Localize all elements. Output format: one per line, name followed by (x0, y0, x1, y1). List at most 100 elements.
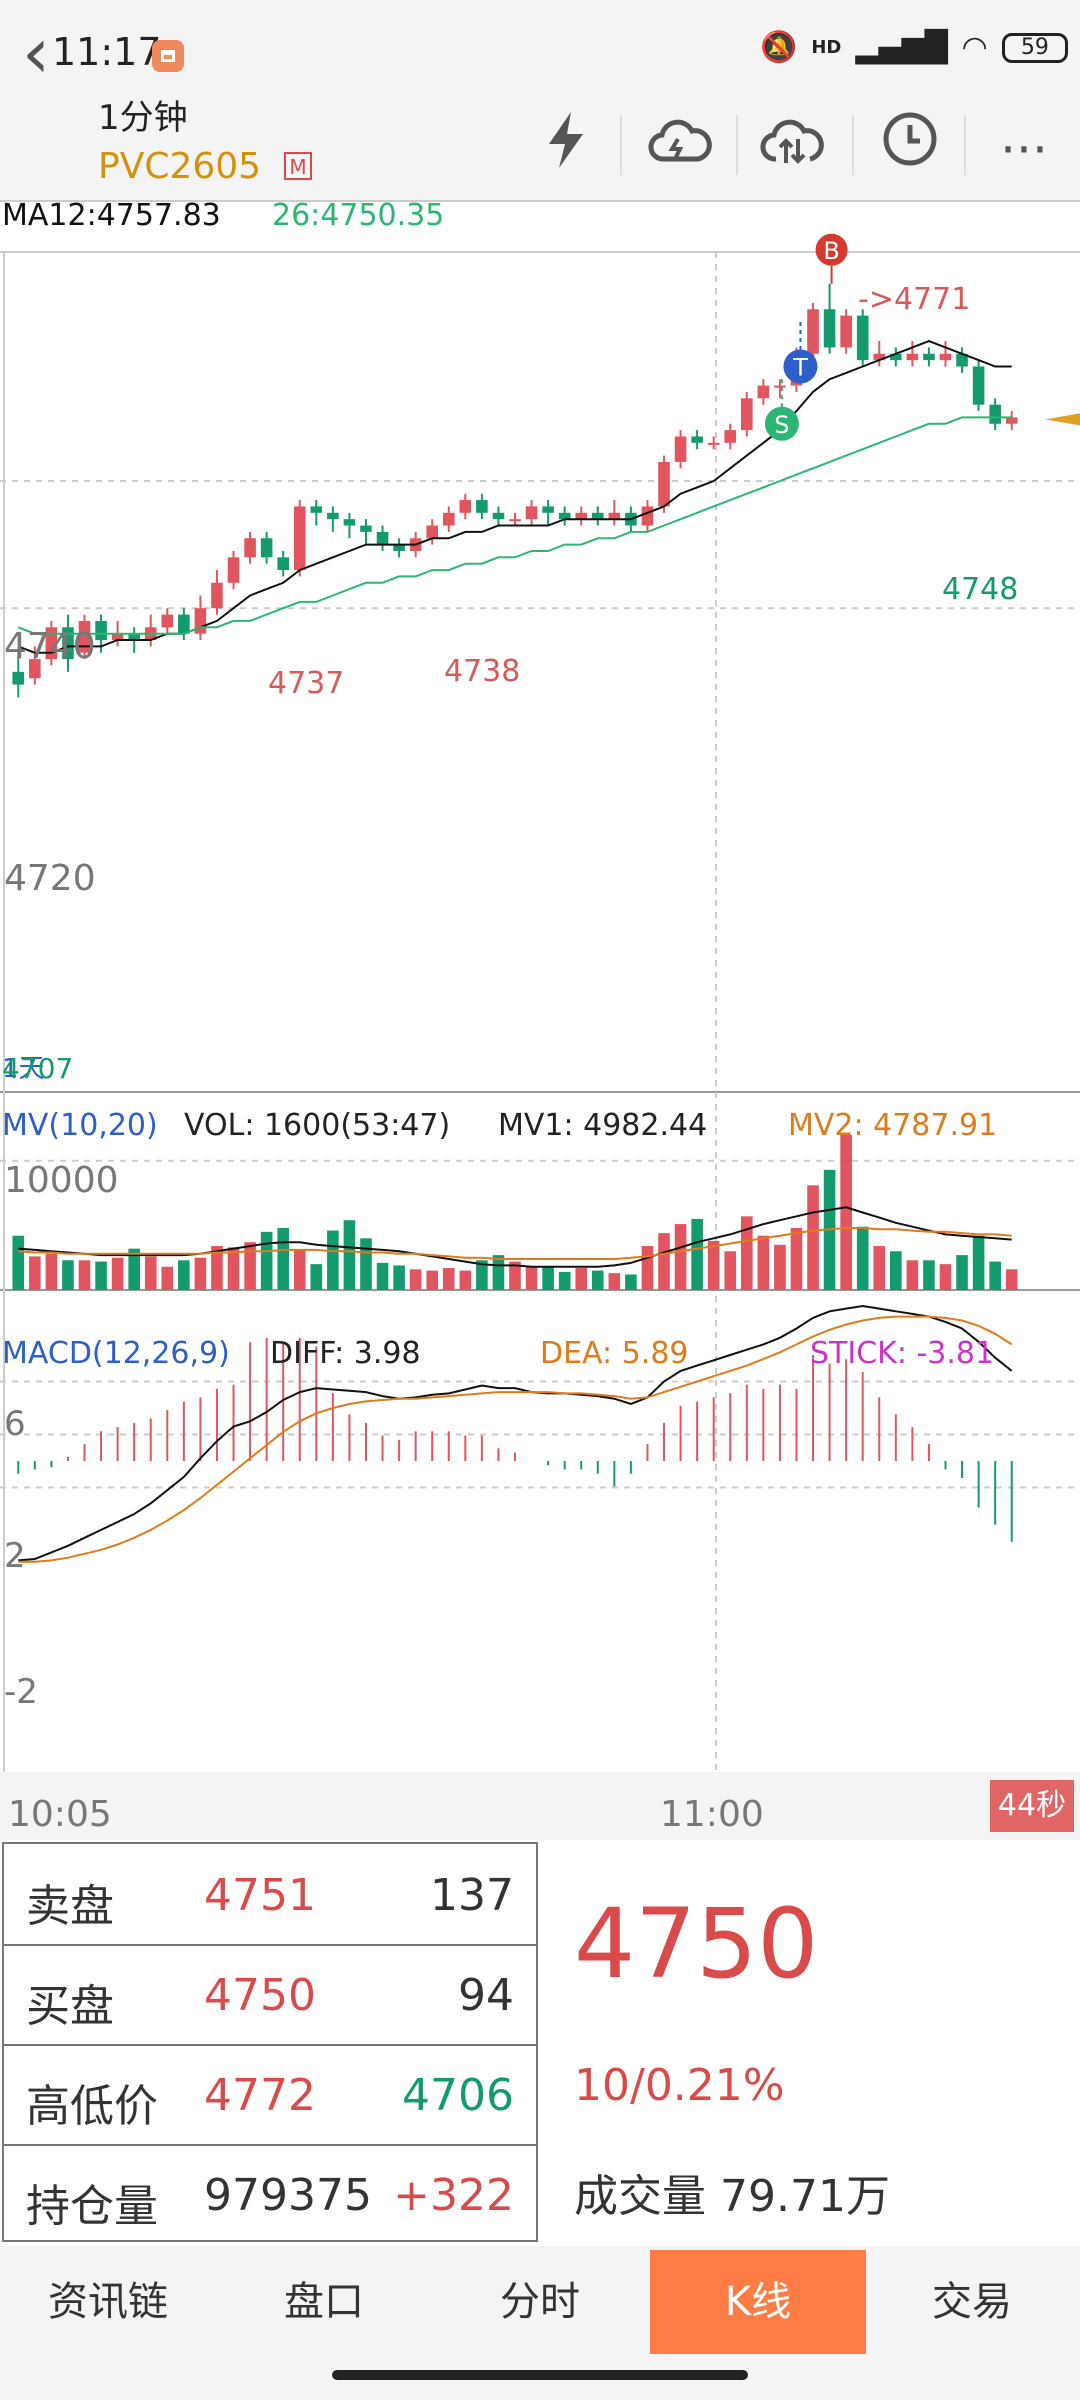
row-high: 4772 (204, 2070, 316, 2121)
candle-body (774, 385, 786, 388)
buy-signal-marker (815, 233, 848, 266)
volume-bar (989, 1261, 1001, 1290)
kline-chart[interactable]: B T S (0, 202, 1080, 1772)
volume-bar (310, 1264, 323, 1290)
candle-body (161, 614, 174, 628)
row-label: 高低价 (26, 2081, 158, 2132)
clock-icon[interactable] (870, 110, 950, 190)
volume-bar (873, 1246, 886, 1290)
candle-body (194, 608, 207, 634)
toolbar-divider (852, 115, 854, 175)
high-price-annotation: ->4771 (858, 282, 971, 317)
wifi-icon: ◠ (961, 30, 988, 65)
volume-bar (376, 1262, 389, 1290)
volume-indicator-name[interactable]: MV(10,20) (2, 1108, 158, 1143)
volume-bar (360, 1238, 372, 1290)
volume-axis-label: 10000 (4, 1160, 119, 1201)
candle-body (591, 512, 604, 520)
tab-news-chain[interactable]: 资讯链 (48, 2279, 168, 2325)
row-label: 卖盘 (26, 1881, 114, 1932)
orderbook-row-ask[interactable]: 卖盘 4751 137 (4, 1844, 536, 1946)
toolbar-divider (620, 115, 622, 175)
orderbook-row-bid[interactable]: 买盘 4750 94 (4, 1944, 536, 2046)
macd-axis-label-2: 2 (4, 1536, 26, 1576)
volume-bar (62, 1260, 74, 1290)
candle-body (707, 442, 720, 445)
macd-axis-label-6: 6 (4, 1404, 26, 1444)
volume-bar (178, 1260, 190, 1290)
chart-canvas[interactable]: B T S (0, 202, 1080, 1772)
volume-bar (227, 1247, 240, 1290)
cloud-icon[interactable] (640, 110, 720, 190)
candle-body (327, 512, 339, 520)
lightning-icon[interactable] (526, 110, 606, 190)
volume-bar (1005, 1269, 1018, 1290)
candle-body (939, 353, 952, 361)
volume-bar (509, 1261, 521, 1290)
candle-body (227, 557, 240, 583)
candle-body (641, 506, 654, 526)
volume-bar (774, 1244, 786, 1290)
volume-bar (691, 1218, 703, 1290)
contract-code[interactable]: PVC2605 (98, 146, 262, 187)
volume-bar (956, 1255, 968, 1290)
macd-dea-line (18, 1315, 1013, 1563)
candle-body (923, 353, 935, 361)
candle-body (906, 353, 919, 361)
candle-body (558, 512, 571, 520)
sell-signal-label: S (774, 411, 789, 439)
tab-orderbook[interactable]: 盘口 (284, 2279, 364, 2325)
total-volume-value: 79.71万 (720, 2171, 890, 2222)
tab-timeshare[interactable]: 分时 (500, 2279, 580, 2325)
cloud-sync-icon[interactable] (752, 110, 832, 190)
last-price: 4750 (574, 1888, 819, 2000)
row-low: 4706 (402, 2070, 514, 2121)
candle-body (29, 659, 41, 679)
candle-body (575, 512, 588, 520)
mv2-value: MV2: 4787.91 (788, 1108, 998, 1143)
bottom-tab-bar (0, 2246, 1080, 2356)
candle-body (459, 500, 472, 513)
volume-bar (194, 1257, 207, 1290)
volume-bar (923, 1260, 935, 1290)
volume-bar (409, 1269, 422, 1290)
macd-diff-line (18, 1304, 1013, 1562)
chart-period[interactable]: 1分钟 (98, 98, 188, 138)
candle-body (1005, 417, 1018, 424)
candle-body (542, 506, 554, 513)
buy-signal-label: B (823, 237, 839, 265)
network-type: HD (811, 37, 842, 58)
status-icons: 🔕 HD ▂▄▆█ ◠ 59 (760, 30, 1068, 65)
tab-trade[interactable]: 交易 (932, 2279, 1012, 2325)
total-volume: 成交量 79.71万 (574, 2160, 890, 2224)
tab-kline[interactable]: K线 (650, 2250, 866, 2354)
main-contract-badge: M (284, 152, 312, 180)
back-icon[interactable]: ‹ (22, 12, 50, 94)
candle-body (343, 519, 356, 526)
peak-label-4737: 4737 (268, 666, 345, 701)
home-indicator[interactable] (332, 2370, 748, 2380)
candle-body (691, 436, 703, 443)
volume-bar (840, 1134, 852, 1290)
volume-bar (906, 1260, 919, 1290)
ma26-line (17, 416, 1012, 635)
signal-icon: ▂▄▆█ (855, 30, 948, 65)
candle-body (972, 366, 985, 405)
candle-body (873, 353, 886, 361)
volume-bar (741, 1216, 753, 1290)
volume-bar (856, 1226, 869, 1290)
volume-bar (144, 1256, 157, 1290)
candle-body (178, 614, 190, 634)
last-price-annotation: 4748 (942, 572, 1019, 607)
volume-bar (591, 1270, 604, 1290)
macd-indicator-name[interactable]: MACD(12,26,9) (2, 1336, 230, 1371)
peak-label-4738: 4738 (444, 654, 521, 689)
volume-bar (45, 1253, 58, 1290)
candle-body (111, 633, 124, 641)
candle-body (277, 557, 289, 571)
sell-signal-marker (764, 406, 799, 441)
volume-bar (29, 1256, 41, 1290)
volume-bar (393, 1265, 405, 1290)
toolbar-divider (964, 115, 966, 175)
more-icon[interactable]: ··· (1000, 121, 1048, 179)
